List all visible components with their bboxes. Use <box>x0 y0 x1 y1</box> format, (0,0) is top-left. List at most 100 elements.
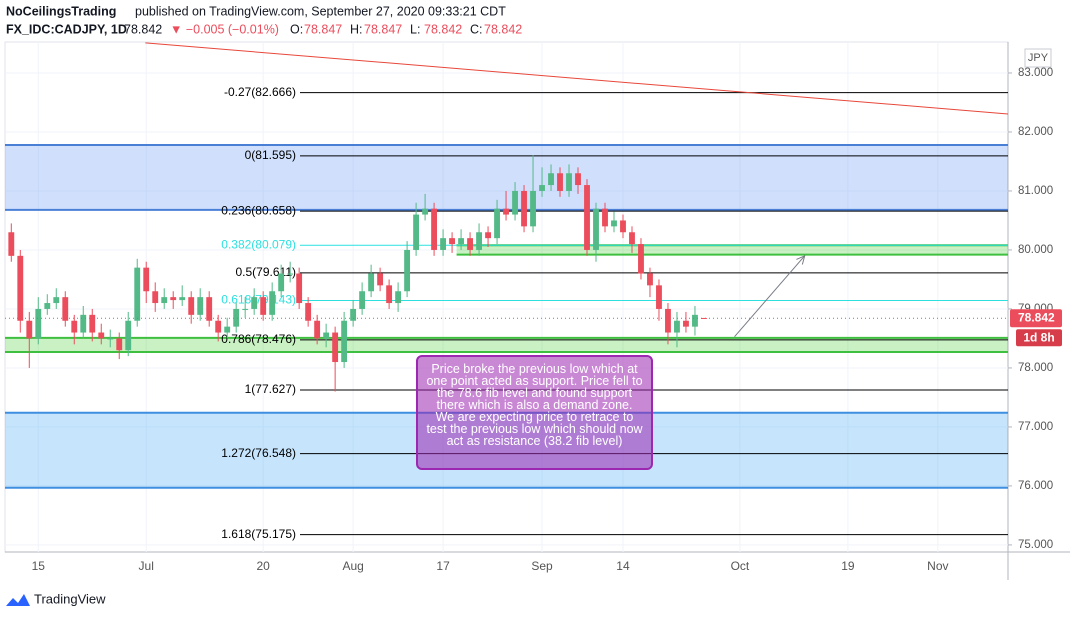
candle-body <box>503 208 509 215</box>
ohlc-label: C: <box>470 22 483 36</box>
candle-body <box>134 267 141 321</box>
ohlc-value: 78.847 <box>364 22 402 36</box>
candle-body <box>449 238 456 245</box>
ohlc-value: 78.842 <box>484 22 522 36</box>
last: 78.842 <box>124 22 162 36</box>
candle-body <box>413 214 420 250</box>
candle-body <box>530 190 536 227</box>
candle-body <box>422 208 429 215</box>
x-tick-label: 17 <box>436 559 450 573</box>
currency: JPY <box>1028 52 1049 64</box>
logo <box>6 594 30 606</box>
candle-body <box>494 208 500 239</box>
candle-body <box>548 173 554 186</box>
candle-body <box>278 273 285 292</box>
candle-body <box>116 338 123 351</box>
candle-body <box>107 338 114 340</box>
candle-body <box>350 308 357 321</box>
candle-body <box>683 320 689 327</box>
published: published on TradingView.com, September … <box>135 4 506 18</box>
x-tick-label: 19 <box>841 559 855 573</box>
symbol: FX_IDC:CADJPY, 1D <box>6 22 127 36</box>
candle-body <box>440 238 447 250</box>
candle-body <box>485 232 491 239</box>
x-tick-label: Oct <box>731 559 750 573</box>
candle-body <box>62 297 69 321</box>
annotation-box: Price broke the previous low which at on… <box>416 355 653 470</box>
candle-body <box>125 320 132 351</box>
candle-body <box>332 332 339 363</box>
candle-body <box>197 297 204 315</box>
candle-body <box>323 332 330 339</box>
candle-body <box>215 320 222 333</box>
candle-body <box>44 303 51 309</box>
fib-label: 0.5(79.611) <box>236 265 297 279</box>
candle-body <box>377 273 384 286</box>
fib-label: -0.27(82.666) <box>224 85 296 99</box>
fib-label: 0.618(79.143) <box>221 293 296 307</box>
ohlc: O: 78.847 H: 78.847 L: 78.842 C: 78.842 <box>290 22 522 36</box>
x-tick-label: Sep <box>531 559 553 573</box>
candle-body <box>71 320 78 333</box>
y-tick-label: 75.000 <box>1018 539 1053 551</box>
candle-body <box>692 314 698 327</box>
candle-body <box>260 297 267 315</box>
candle-body <box>179 297 186 301</box>
candle-body <box>611 220 617 227</box>
candle-body <box>701 317 707 319</box>
candle-body <box>242 308 249 310</box>
last-price-label: 78.842 <box>1018 310 1055 324</box>
candle-body <box>233 308 240 327</box>
candle-body <box>395 291 402 304</box>
fib-label: 0.382(80.079) <box>221 237 296 251</box>
candle-body <box>296 273 303 304</box>
candle-body <box>575 173 581 186</box>
arrow <box>734 255 806 338</box>
candle-body <box>89 314 96 333</box>
candle-body <box>458 238 464 245</box>
candle-body <box>35 308 42 339</box>
candle-body <box>314 320 321 339</box>
candle-body <box>170 297 177 301</box>
candle-body <box>53 297 60 304</box>
candle-body <box>224 326 231 333</box>
fib-label: 0.786(78.476) <box>221 332 296 346</box>
candle-body <box>341 320 348 363</box>
candle-body <box>638 244 644 274</box>
candle-body <box>566 173 572 191</box>
fib-label: 0(81.595) <box>245 148 296 162</box>
candle-body <box>143 267 150 292</box>
candle-body <box>386 285 393 304</box>
zone <box>456 245 1008 255</box>
candle-body <box>206 297 213 321</box>
candle-body <box>17 255 24 321</box>
candle-body <box>521 190 527 227</box>
candle-body <box>98 332 105 339</box>
footer-brand: TradingView <box>34 591 106 606</box>
candle-body <box>152 291 159 304</box>
y-tick-label: 80.000 <box>1018 244 1053 256</box>
y-tick-label: 76.000 <box>1018 480 1053 492</box>
fib-label: 0.236(80.658) <box>221 203 296 217</box>
candle-body <box>656 285 662 309</box>
candle-body <box>359 291 366 309</box>
arrow-head <box>796 254 806 265</box>
annotation: Price broke the previous low which at on… <box>416 355 653 470</box>
candle-body <box>602 208 608 227</box>
candle-body <box>269 291 276 315</box>
candle-body <box>404 249 411 292</box>
fib-label: 1.272(76.548) <box>221 446 296 460</box>
candle-body <box>620 220 626 233</box>
ohlc-value: 78.847 <box>304 22 342 36</box>
ohlc-label: H: <box>350 22 363 36</box>
x-tick-label: Aug <box>342 559 363 573</box>
candle-body <box>647 273 653 286</box>
candle-body <box>467 238 473 250</box>
trendline <box>145 42 1009 115</box>
publisher: NoCeilingsTrading <box>6 4 116 18</box>
candle-body <box>251 297 258 309</box>
candle-body <box>557 173 563 191</box>
candle-body <box>593 208 599 250</box>
candle-body <box>368 273 375 292</box>
